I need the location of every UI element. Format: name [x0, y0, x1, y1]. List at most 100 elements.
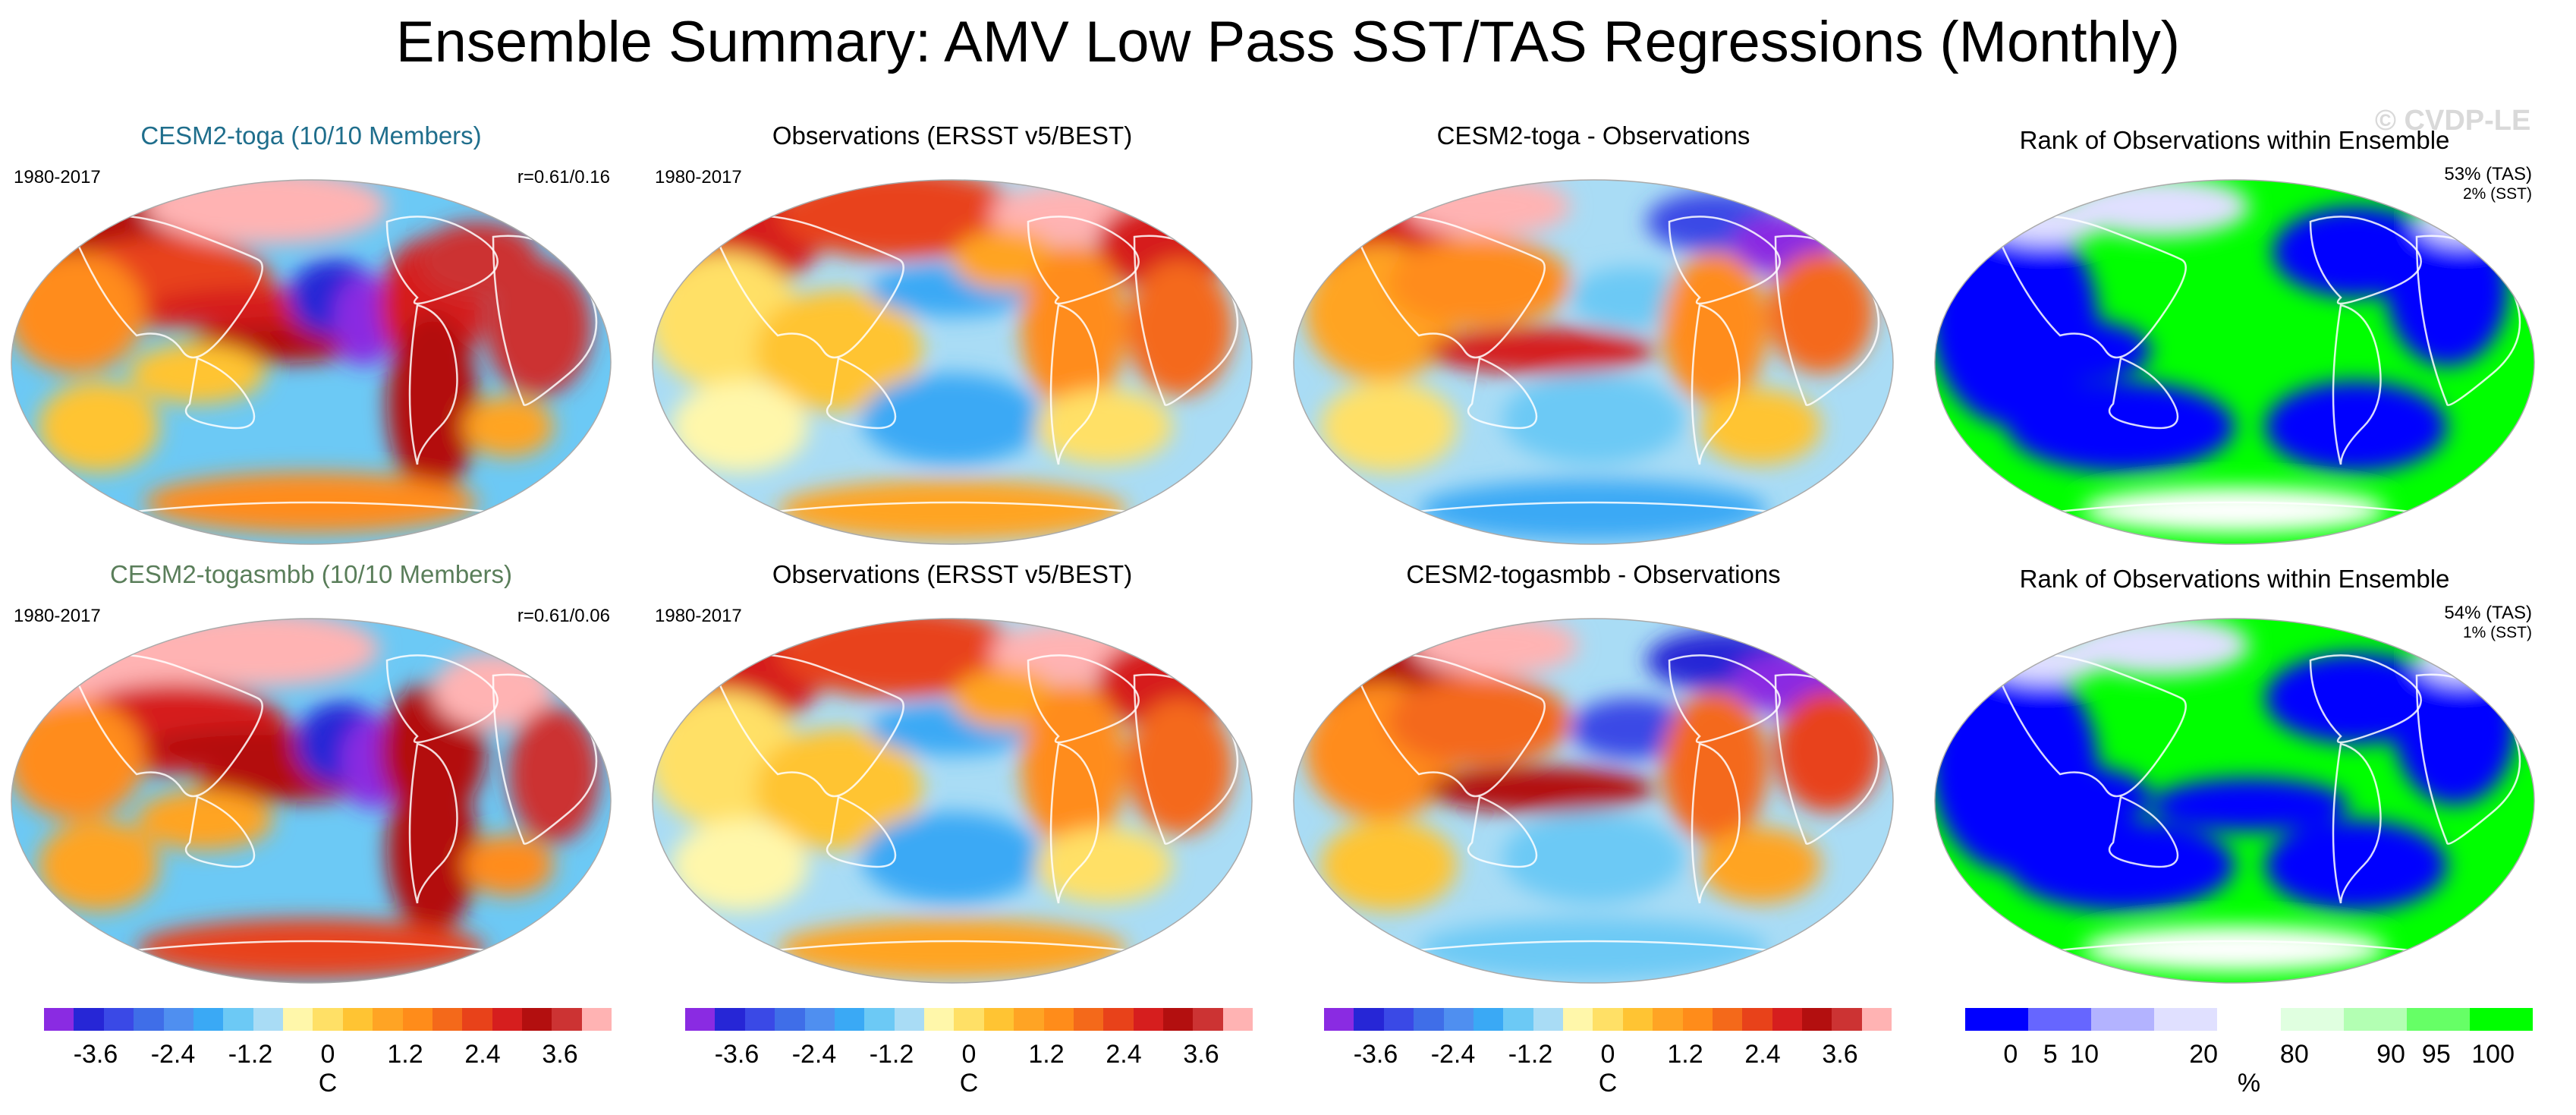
colorbar-cell [1443, 1008, 1474, 1031]
coastline [67, 653, 263, 798]
anomaly-region [1502, 373, 1684, 465]
coastline [826, 357, 897, 430]
anomaly-region [2083, 487, 2386, 533]
panel-rank1: Rank of Observations within Ensemble 53%… [1923, 121, 2546, 546]
anomaly-region [861, 812, 1043, 903]
colorbar-tick: -3.6 [73, 1040, 118, 1069]
colorbar-cell [1103, 1008, 1134, 1031]
map-border [1934, 179, 2535, 545]
colorbar-cell [834, 1008, 865, 1031]
colorbar-cell [804, 1008, 835, 1031]
colorbar-cell [402, 1008, 432, 1031]
colorbar-tick: 1.2 [1667, 1040, 1703, 1069]
colorbar-units: C [959, 1069, 979, 1098]
colorbar-cell [1802, 1008, 1832, 1031]
map-field [1935, 180, 2534, 544]
colorbar-tick: -2.4 [1430, 1040, 1476, 1069]
colorbar-tick: -1.2 [1508, 1040, 1553, 1069]
colorbar-tick: 2.4 [464, 1040, 501, 1069]
anomaly-region [2417, 638, 2508, 683]
panel-title: Rank of Observations within Ensemble [2019, 126, 2450, 154]
colorbar-cell [1073, 1008, 1104, 1031]
colorbar-cell [313, 1008, 343, 1031]
colorbar-cell [74, 1008, 104, 1031]
coastline [2006, 940, 2463, 958]
colorbar-cell [685, 1008, 716, 1031]
colorbar-cell [1383, 1008, 1414, 1031]
coastline [2332, 742, 2382, 904]
coastline [2108, 357, 2179, 430]
coastline [1049, 742, 1099, 904]
anomaly-region [129, 343, 266, 404]
colorbar-cell [1682, 1008, 1713, 1031]
colorbar-tick: 2.4 [1744, 1040, 1781, 1069]
anomaly-region [778, 480, 1127, 540]
watermark: © CVDP-LE [2375, 105, 2531, 137]
rank-sst-label: 1% (SST) [2462, 624, 2532, 641]
period-label: 1980-2017 [655, 167, 742, 187]
anomaly-region [672, 820, 808, 911]
colorbar-cell [2217, 1008, 2281, 1031]
anomaly-region [952, 668, 1058, 729]
colorbar-tick: 1.2 [387, 1040, 423, 1069]
anomaly-region [1021, 683, 1127, 850]
anomaly-region [463, 396, 554, 457]
anomaly-region [755, 290, 922, 411]
figure-title: Ensemble Summary: AMV Low Pass SST/TAS R… [395, 10, 2181, 74]
colorbar-tick: 1.2 [1028, 1040, 1065, 1069]
map-field [11, 180, 611, 544]
colorbar-2: -3.6 -2.4 -1.2 0 1.2 2.4 3.6 C [685, 1008, 1253, 1098]
anomaly-region [1571, 698, 1692, 759]
colorbar-tick: -2.4 [791, 1040, 837, 1069]
colorbar-cell [1533, 1008, 1563, 1031]
map-anomalies [653, 180, 1233, 540]
anomaly-region [463, 835, 554, 896]
colorbar-cell [223, 1008, 253, 1031]
colorbar-cell [193, 1008, 224, 1031]
colorbar-cell [44, 1008, 74, 1031]
colorbar-cell [1563, 1008, 1593, 1031]
colorbar-cell [1414, 1008, 1444, 1031]
anomaly-region [1419, 480, 1768, 540]
coastline [1027, 216, 1140, 305]
coastline [826, 795, 897, 868]
colorbar-4: 0 5 10 20 80 90 95 100% [1965, 1008, 2533, 1098]
anomaly-region [2265, 381, 2447, 472]
anomaly-region [1502, 812, 1684, 903]
anomaly-region [952, 229, 1058, 290]
coastline [184, 795, 256, 868]
colorbar-cell [1653, 1008, 1683, 1031]
colorbar-cell [492, 1008, 522, 1031]
colorbar-cell [2280, 1008, 2344, 1031]
colorbar-cell [1593, 1008, 1623, 1031]
colorbar-cell [744, 1008, 775, 1031]
anomaly-region [11, 252, 144, 373]
rank-tas-label: 54% (TAS) [2444, 603, 2532, 623]
coastline [1668, 216, 1781, 305]
anomaly-region [334, 275, 395, 366]
colorbar-tick: 95 [2421, 1040, 2451, 1069]
anomaly-region [2151, 778, 2348, 831]
map-border [652, 618, 1253, 984]
map-diff1 [1293, 179, 1894, 545]
colorbar-tick: -1.2 [869, 1040, 914, 1069]
coastline [385, 654, 499, 744]
coastline [708, 214, 904, 359]
correlation-label: r=0.61/0.16 [517, 167, 610, 187]
anomaly-region [1662, 691, 1768, 843]
colorbar-tick: 3.6 [1822, 1040, 1858, 1069]
panel-title: CESM2-togasmbb (10/10 Members) [109, 560, 513, 588]
colorbar-cell [2406, 1008, 2470, 1031]
map-border [1934, 618, 2535, 984]
panel-title: Observations (ERSST v5/BEST) [772, 121, 1133, 150]
panel-obs2: Observations (ERSST v5/BEST) 1980-2017 [641, 560, 1263, 985]
colorbar-tick: 80 [2279, 1040, 2309, 1069]
anomaly-region [755, 729, 922, 850]
coastline [67, 214, 263, 359]
anomaly-region [1984, 638, 2106, 683]
coastline [2006, 501, 2463, 519]
colorbar-cell [522, 1008, 552, 1031]
map-anomalies [1294, 180, 1874, 540]
colorbar-3: -3.6 -2.4 -1.2 0 1.2 2.4 3.6 C [1324, 1008, 1892, 1098]
panel-rank2: Rank of Observations within Ensemble 54%… [1923, 560, 2546, 985]
